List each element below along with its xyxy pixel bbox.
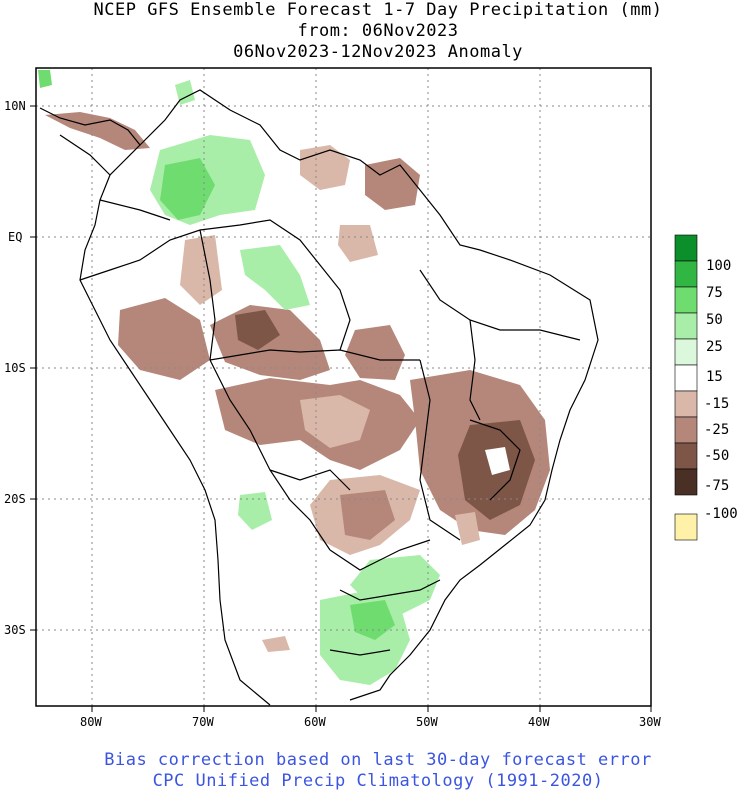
legend-label-50: 50 bbox=[706, 312, 723, 328]
legend-swatch-25-50 bbox=[674, 312, 698, 340]
lon-label-30w: 30W bbox=[639, 715, 661, 729]
legend-swatch-minus75-minus100 bbox=[674, 468, 698, 496]
legend-swatch-minus50-minus75 bbox=[674, 442, 698, 470]
lat-label-30s: 30S bbox=[4, 623, 26, 637]
forecast-period: 06Nov2023-12Nov2023 Anomaly bbox=[233, 42, 523, 62]
climatology-note: CPC Unified Precip Climatology (1991-202… bbox=[152, 771, 604, 791]
lat-label-10n: 10N bbox=[4, 99, 26, 113]
legend-label-15: 15 bbox=[706, 369, 723, 385]
lon-label-70w: 70W bbox=[192, 715, 214, 729]
lat-label-eq: EQ bbox=[8, 230, 22, 244]
lon-ticks bbox=[91, 706, 652, 712]
legend-swatch-100-plus bbox=[674, 234, 698, 262]
lon-label-40w: 40W bbox=[528, 715, 550, 729]
legend-swatch-minus25-minus50 bbox=[674, 416, 698, 444]
wet-anomaly-shading bbox=[38, 70, 440, 685]
lon-label-80w: 80W bbox=[80, 715, 102, 729]
legend-label-minus100: -100 bbox=[704, 506, 738, 522]
forecast-from-date: from: 06Nov2023 bbox=[297, 21, 459, 41]
lat-label-10s: 10S bbox=[4, 361, 26, 375]
lon-label-60w: 60W bbox=[304, 715, 326, 729]
legend-swatch-neutral bbox=[674, 364, 698, 392]
bias-correction-note: Bias correction based on last 30-day for… bbox=[104, 750, 652, 770]
legend-label-minus75: -75 bbox=[704, 478, 729, 494]
map-panel bbox=[35, 67, 652, 707]
legend-label-25: 25 bbox=[706, 339, 723, 355]
legend-label-minus25: -25 bbox=[704, 422, 729, 438]
map-title: NCEP GFS Ensemble Forecast 1-7 Day Preci… bbox=[93, 0, 663, 20]
latitude-labels: 10N EQ 10S 20S 30S bbox=[4, 99, 26, 637]
legend-swatch-15-25 bbox=[674, 338, 698, 366]
lat-label-20s: 20S bbox=[4, 492, 26, 506]
lon-label-50w: 50W bbox=[416, 715, 438, 729]
legend-label-75: 75 bbox=[706, 285, 723, 301]
legend-swatch-below-minus100 bbox=[674, 513, 698, 541]
legend-swatch-75-100 bbox=[674, 260, 698, 288]
coastlines-and-borders bbox=[39, 89, 599, 706]
legend-label-minus15: -15 bbox=[704, 396, 729, 412]
legend-label-minus50: -50 bbox=[704, 448, 729, 464]
lat-lon-gridlines bbox=[36, 68, 651, 706]
legend-swatch-minus15-minus25 bbox=[674, 390, 698, 418]
color-legend: 100 75 50 25 15 -15 -25 -50 -75 -100 bbox=[674, 234, 738, 541]
lat-ticks bbox=[30, 105, 36, 631]
legend-swatch-50-75 bbox=[674, 286, 698, 314]
longitude-labels: 80W 70W 60W 50W 40W 30W bbox=[80, 715, 661, 729]
legend-label-100: 100 bbox=[706, 258, 731, 274]
